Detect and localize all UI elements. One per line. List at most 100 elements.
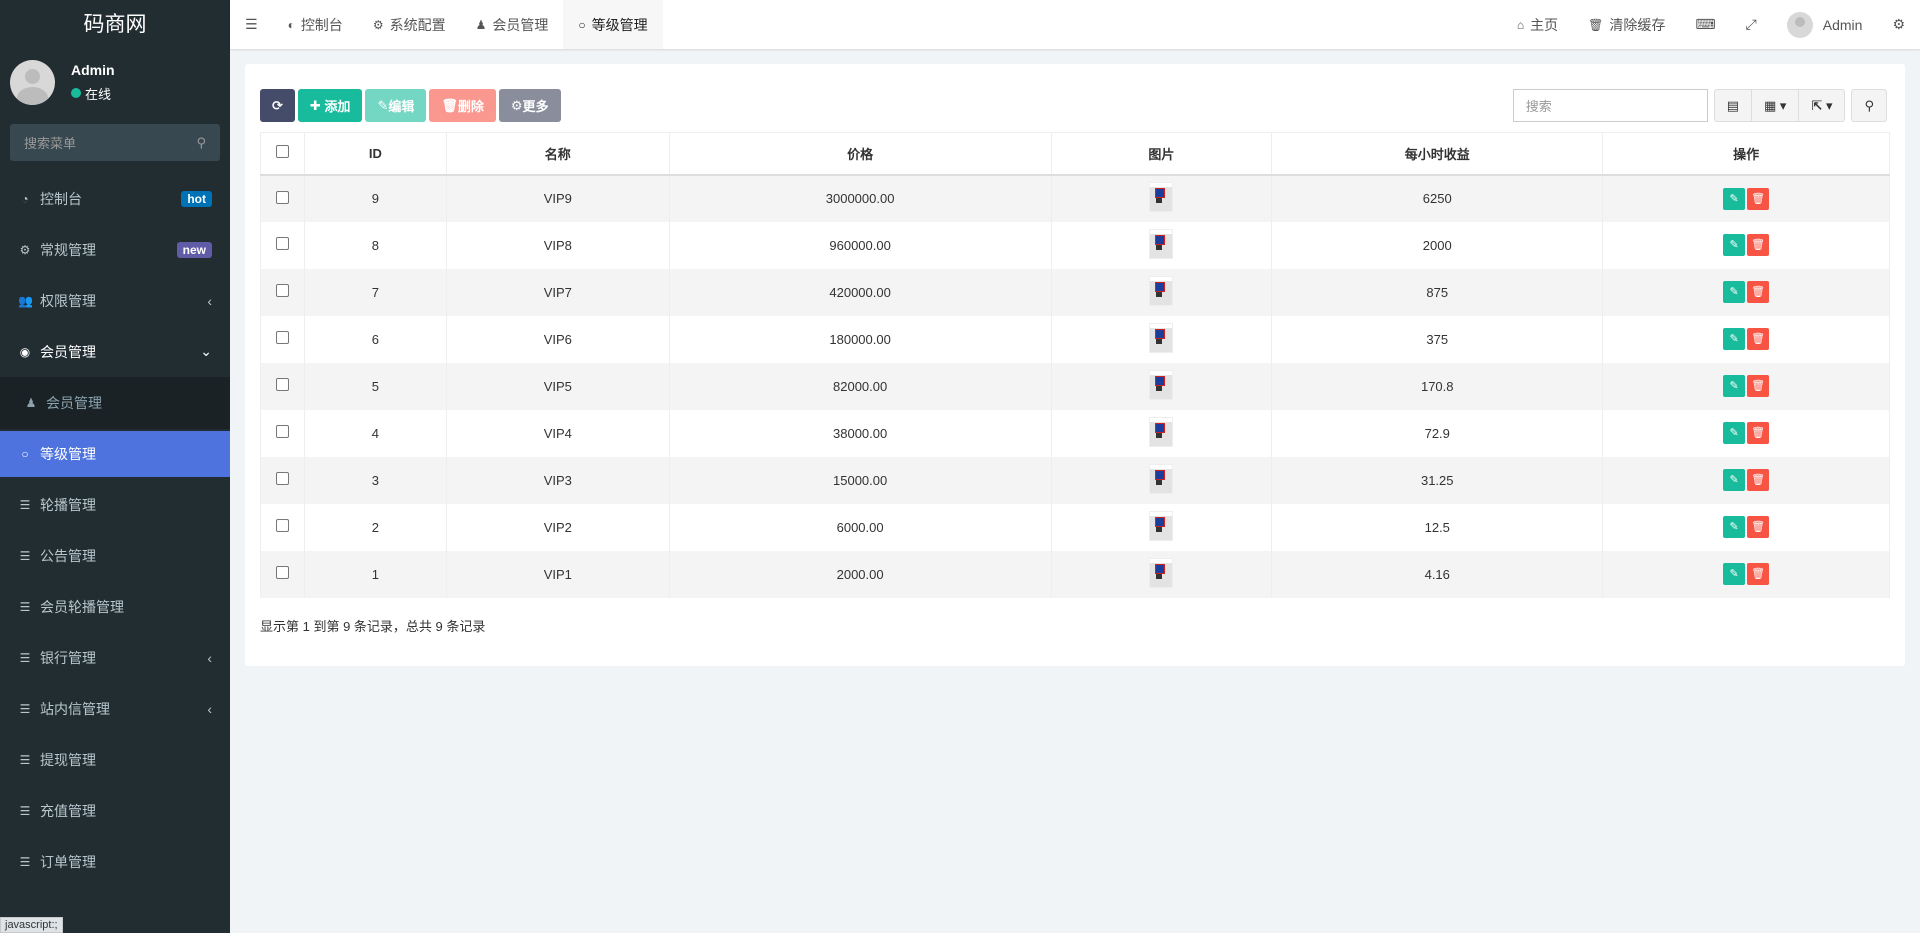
sidebar-item-label: 银行管理 — [40, 649, 96, 666]
vending-machine-image[interactable] — [1149, 510, 1174, 541]
fullscreen-button[interactable]: ⤢ — [1731, 0, 1772, 49]
row-checkbox[interactable] — [260, 221, 305, 269]
sidebar-item[interactable]: ⚙ 常规管理 new — [0, 224, 230, 275]
table-row[interactable]: 9 VIP9 3000000.00 6250 ✎ 🗑 — [260, 174, 1890, 222]
sidebar-item[interactable]: ☰ 公告管理 — [0, 530, 230, 581]
sidebar-item[interactable]: 👥 权限管理 ‹ — [0, 275, 230, 326]
vending-machine-image[interactable] — [1149, 557, 1174, 588]
tab-dashboard[interactable]: ◐ 控制台 — [273, 0, 358, 49]
user-menu[interactable]: Admin — [1772, 0, 1878, 49]
row-edit-button[interactable]: ✎ — [1723, 516, 1746, 538]
row-delete-button[interactable]: 🗑 — [1747, 516, 1770, 538]
vending-machine-image[interactable] — [1149, 275, 1174, 306]
vending-machine-image[interactable] — [1149, 463, 1174, 494]
vending-machine-image[interactable] — [1149, 369, 1174, 400]
cell-image[interactable] — [1051, 550, 1273, 598]
row-edit-button[interactable]: ✎ — [1723, 469, 1746, 491]
row-edit-button[interactable]: ✎ — [1723, 328, 1746, 350]
cell-image[interactable] — [1051, 174, 1273, 222]
columns-button[interactable]: ▦ ▾ — [1752, 90, 1800, 121]
row-checkbox[interactable] — [260, 268, 305, 316]
table-row[interactable]: 4 VIP4 38000.00 72.9 ✎ 🗑 — [260, 409, 1890, 457]
tab-member[interactable]: ♟ 会员管理 — [461, 0, 564, 49]
cell-image[interactable] — [1051, 456, 1273, 504]
list-icon: ☰ — [19, 650, 31, 665]
row-edit-button[interactable]: ✎ — [1723, 422, 1746, 444]
delete-button[interactable]: 🗑 删除 — [429, 89, 496, 122]
vending-machine-image[interactable] — [1149, 322, 1174, 353]
edit-button[interactable]: ✎ 编辑 — [365, 89, 427, 122]
sidebar-item[interactable]: ☰ 银行管理 ‹ — [0, 632, 230, 683]
cell-image[interactable] — [1051, 409, 1273, 457]
sidebar-item[interactable]: ☰ 充值管理 — [0, 785, 230, 836]
language-button[interactable]: ⌨ — [1680, 0, 1730, 49]
table-row[interactable]: 6 VIP6 180000.00 375 ✎ 🗑 — [260, 315, 1890, 363]
row-delete-button[interactable]: 🗑 — [1747, 281, 1770, 303]
home-link[interactable]: ⌂ 主页 — [1502, 0, 1573, 49]
toggle-view-button[interactable]: ▤ — [1715, 90, 1753, 121]
tab-level[interactable]: ○ 等级管理 — [563, 0, 663, 49]
row-edit-button[interactable]: ✎ — [1723, 375, 1746, 397]
vending-machine-image[interactable] — [1149, 228, 1174, 259]
cell-name: VIP4 — [446, 409, 670, 457]
select-all-checkbox[interactable] — [260, 132, 305, 176]
cell-image[interactable] — [1051, 315, 1273, 363]
row-checkbox[interactable] — [260, 550, 305, 598]
export-button[interactable]: ⇱ ▾ — [1799, 90, 1844, 121]
row-checkbox[interactable] — [260, 503, 305, 551]
more-button[interactable]: ⚙ 更多 — [498, 89, 561, 122]
sidebar-item[interactable]: ☰ 提现管理 — [0, 734, 230, 785]
sidebar-item[interactable]: ◉ 会员管理 ⌄ — [0, 326, 230, 377]
sidebar-item[interactable]: ☰ 站内信管理 ‹ — [0, 683, 230, 734]
row-edit-button[interactable]: ✎ — [1723, 234, 1746, 256]
vending-machine-image[interactable] — [1149, 182, 1174, 212]
row-checkbox[interactable] — [260, 315, 305, 363]
row-checkbox[interactable] — [260, 409, 305, 457]
row-edit-button[interactable]: ✎ — [1723, 563, 1746, 585]
row-edit-button[interactable]: ✎ — [1723, 187, 1746, 210]
row-delete-button[interactable]: 🗑 — [1747, 328, 1770, 350]
logo[interactable]: 码商网 — [83, 13, 147, 36]
column-header[interactable]: 每小时收益 — [1271, 132, 1604, 176]
sidebar-item[interactable]: ◔ 控制台 hot — [0, 173, 230, 224]
sidebar-item[interactable]: ☰ 会员轮播管理 — [0, 581, 230, 632]
table-row[interactable]: 3 VIP3 15000.00 31.25 ✎ 🗑 — [260, 456, 1890, 504]
sidebar-item[interactable]: ☰ 轮播管理 — [0, 479, 230, 530]
row-checkbox[interactable] — [260, 174, 305, 222]
table-row[interactable]: 2 VIP2 6000.00 12.5 ✎ 🗑 — [260, 503, 1890, 551]
sidebar-item[interactable]: ☰ 订单管理 — [0, 836, 230, 887]
advanced-search-button[interactable]: ⚲ — [1852, 90, 1886, 121]
row-delete-button[interactable]: 🗑 — [1747, 563, 1770, 585]
search-icon: ⚲ — [196, 134, 206, 150]
menu-search-input[interactable]: 搜索菜单 ⚲ — [10, 124, 220, 161]
column-header[interactable]: 价格 — [669, 132, 1052, 176]
row-delete-button[interactable]: 🗑 — [1747, 187, 1770, 210]
row-checkbox[interactable] — [260, 362, 305, 410]
table-row[interactable]: 5 VIP5 82000.00 170.8 ✎ 🗑 — [260, 362, 1890, 410]
add-button[interactable]: ✚ 添加 — [297, 89, 363, 122]
column-header[interactable]: ID — [304, 132, 447, 176]
vending-machine-image[interactable] — [1149, 416, 1174, 447]
cell-image[interactable] — [1051, 221, 1273, 269]
table-row[interactable]: 7 VIP7 420000.00 875 ✎ 🗑 — [260, 268, 1890, 316]
cell-image[interactable] — [1051, 503, 1273, 551]
settings-button[interactable]: ⚙ — [1877, 0, 1920, 49]
menu-toggle-button[interactable]: ☰ — [230, 0, 273, 49]
row-edit-button[interactable]: ✎ — [1723, 281, 1746, 303]
tab-system-config[interactable]: ⚙ 系统配置 — [358, 0, 461, 49]
column-header[interactable]: 名称 — [446, 132, 670, 176]
row-delete-button[interactable]: 🗑 — [1747, 375, 1770, 397]
row-delete-button[interactable]: 🗑 — [1747, 234, 1770, 256]
table-row[interactable]: 8 VIP8 960000.00 2000 ✎ 🗑 — [260, 221, 1890, 269]
clear-cache-button[interactable]: 🗑 清除缓存 — [1573, 0, 1680, 49]
sidebar-item[interactable]: ○ 等级管理 — [0, 431, 230, 477]
refresh-button[interactable]: ⟳ — [260, 89, 295, 122]
row-checkbox[interactable] — [260, 456, 305, 504]
cell-image[interactable] — [1051, 268, 1273, 316]
row-delete-button[interactable]: 🗑 — [1747, 469, 1770, 491]
row-delete-button[interactable]: 🗑 — [1747, 422, 1770, 444]
table-row[interactable]: 1 VIP1 2000.00 4.16 ✎ 🗑 — [260, 550, 1890, 598]
table-search-input[interactable]: 搜索 — [1512, 89, 1708, 122]
sidebar-item[interactable]: ♟ 会员管理 — [0, 377, 230, 429]
cell-image[interactable] — [1051, 362, 1273, 410]
